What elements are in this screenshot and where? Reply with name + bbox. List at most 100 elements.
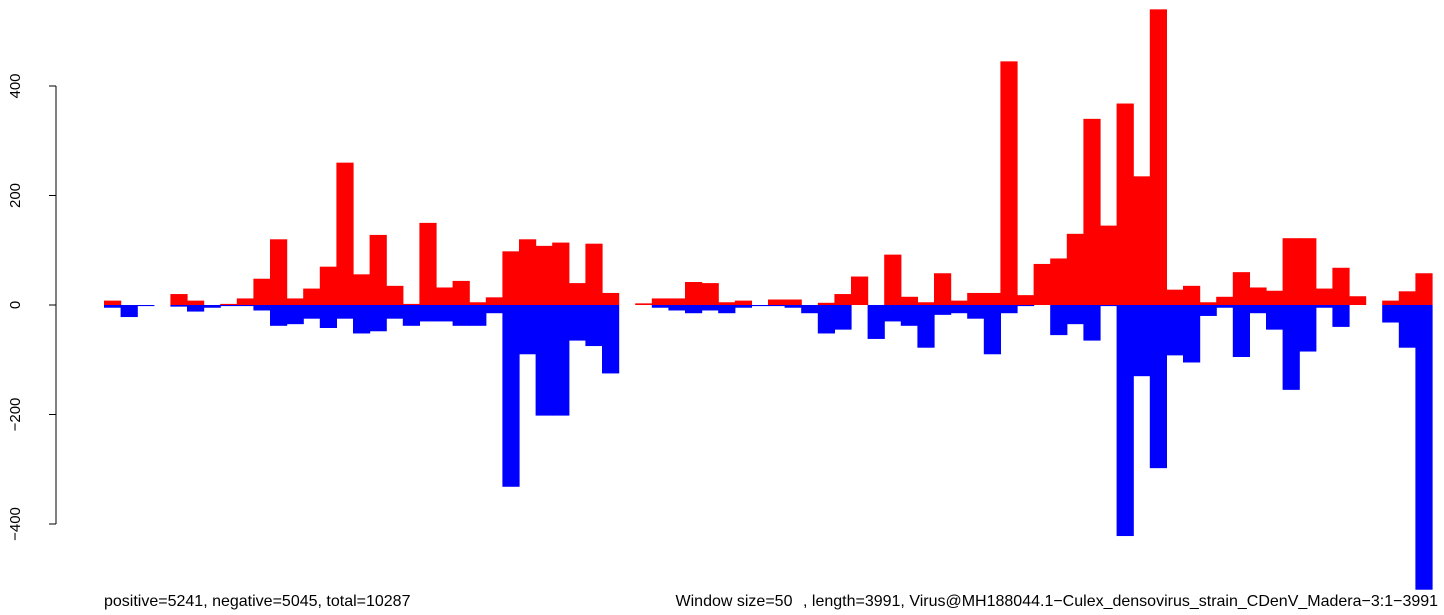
bar-positive [635,303,653,305]
bar-negative [319,305,337,328]
bar-positive [1282,238,1300,305]
bar-negative [950,305,968,314]
bar-negative [784,305,802,308]
bar-negative [751,305,769,307]
bars-group [104,9,1433,590]
bar-negative [1017,305,1035,307]
bar-negative [1199,305,1217,316]
bar-positive [1149,9,1167,305]
bar-negative [419,305,437,322]
bar-negative [834,305,852,330]
bar-positive [1100,225,1118,305]
bar-positive [236,298,254,305]
bar-negative [934,305,952,315]
bar-positive [1415,273,1433,305]
bar-negative [1332,305,1350,327]
bar-negative [220,305,238,307]
bar-positive [685,282,703,305]
bar-positive [502,251,520,305]
bar-positive [884,254,902,305]
y-tick-label: 200 [7,183,24,208]
bar-positive [967,292,985,305]
caption-window-size: Window size=50 [676,593,793,610]
bar-negative [1166,305,1184,356]
bar-negative [1232,305,1250,358]
bar-negative [1216,305,1234,308]
bar-positive [1232,272,1250,305]
bar-negative [1149,305,1167,469]
bar-positive [187,300,205,305]
bar-negative [884,305,902,322]
bar-positive [834,294,852,305]
bar-negative [203,305,221,308]
bar-negative [1249,305,1267,314]
bar-negative [236,305,254,307]
bar-negative [286,305,304,325]
bar-negative [867,305,885,339]
bar-positive [585,243,603,305]
bar-positive [353,274,371,305]
caption-counts: positive=5241, negative=5045, total=1028… [104,593,411,610]
bar-positive [386,285,404,305]
bar-positive [1332,267,1350,305]
bar-negative [1133,305,1151,377]
bar-negative [801,305,819,314]
y-tick-label: 400 [7,73,24,98]
bar-negative [983,305,1001,355]
bar-negative [402,305,420,326]
bar-negative [668,305,686,311]
bar-positive [851,276,869,305]
bar-negative [386,305,404,319]
bar-negative [1183,305,1201,363]
bar-negative [137,305,155,307]
bar-positive [452,280,470,305]
bar-positive [535,245,553,305]
bar-positive [170,294,188,305]
bar-positive [983,292,1001,305]
bar-negative [502,305,520,487]
bar-positive [1266,290,1284,305]
bar-positive [1249,287,1267,305]
bar-negative [651,305,669,308]
y-axis-ticks: −400 −200 0 200 400 [7,73,56,541]
bar-positive [1133,176,1151,305]
bar-negative [552,305,570,416]
bar-positive [1183,285,1201,305]
bar-negative [253,305,271,311]
bar-negative [1050,305,1068,336]
bar-positive [469,302,487,305]
bar-negative [436,305,454,322]
bar-negative [535,305,553,416]
bar-positive [1050,258,1068,305]
bar-negative [519,305,537,355]
bar-negative [917,305,935,348]
bar-negative [734,305,752,308]
bar-positive [286,298,304,305]
bar-negative [303,305,321,319]
bar-negative [452,305,470,326]
bar-negative [585,305,603,347]
bar-positive [1398,291,1416,305]
bar-negative [1000,305,1018,314]
bar-negative [602,305,620,374]
bar-negative [568,305,586,341]
caption-sequence-info: , length=3991, Virus@MH188044.1−Culex_de… [803,593,1438,610]
bar-positive [701,283,719,305]
bar-positive [950,300,968,305]
bar-positive [552,242,570,305]
bar-positive [784,299,802,305]
bar-positive [1017,295,1035,305]
bar-positive [253,278,271,305]
bar-positive [1083,118,1101,305]
bar-negative [1266,305,1284,330]
bar-negative [817,305,835,334]
bar-positive [768,299,786,305]
bar-negative [336,305,354,319]
bar-negative [1066,305,1084,325]
bar-positive [336,162,354,305]
bar-positive [602,292,620,305]
bar-positive [900,296,918,305]
bar-positive [1199,302,1217,305]
bar-negative [120,305,138,318]
